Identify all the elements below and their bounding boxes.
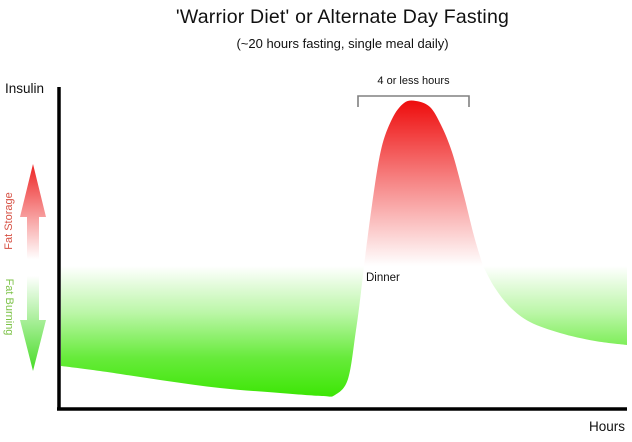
chart-title: 'Warrior Diet' or Alternate Day Fasting [175, 6, 510, 28]
dinner-label: Dinner [366, 272, 400, 284]
eating-window-bracket [357, 95, 470, 107]
insulin-spike-area [364, 100, 483, 266]
eating-window-label: 4 or less hours [377, 75, 450, 87]
y-axis-label: Insulin [5, 81, 45, 96]
fat-burning-label: Fat Burning [3, 278, 15, 336]
chart-subtitle: (~20 hours fasting, single meal daily) [236, 36, 449, 51]
fat-direction-arrow [20, 164, 46, 371]
x-axis-label: Hours [588, 419, 625, 434]
fat-burning-area-postmeal [483, 266, 627, 345]
fat-burning-area-fasting [61, 266, 364, 397]
fat-storage-label: Fat Storage [3, 192, 15, 250]
